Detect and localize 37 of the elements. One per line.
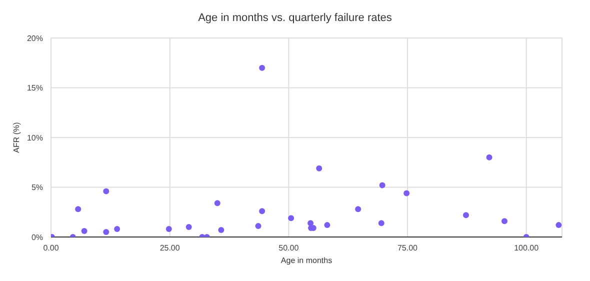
point xyxy=(288,215,294,222)
y-tick-label: 20% xyxy=(26,34,43,43)
y-tick-label: 10% xyxy=(26,133,43,142)
point xyxy=(308,220,314,226)
point xyxy=(404,190,410,196)
x-tick-label: 50.00 xyxy=(278,244,300,253)
point xyxy=(218,227,224,234)
point xyxy=(355,206,362,212)
x-tick-label: 75.00 xyxy=(397,244,418,253)
x-axis-title: Age in months xyxy=(280,256,332,265)
point xyxy=(103,229,110,236)
point xyxy=(259,208,266,214)
point xyxy=(556,222,562,228)
point xyxy=(75,206,82,212)
point xyxy=(259,64,266,71)
point xyxy=(114,226,120,232)
x-tick-label: 25.00 xyxy=(160,244,180,253)
x-tick-label: 100.00 xyxy=(514,244,540,253)
point xyxy=(255,223,262,230)
point xyxy=(379,182,386,188)
point xyxy=(378,220,384,226)
point xyxy=(186,224,192,230)
y-tick-label: 0% xyxy=(31,232,43,242)
y-tick-label: 5% xyxy=(31,183,43,192)
point xyxy=(214,200,220,206)
point xyxy=(462,212,469,218)
point xyxy=(316,165,322,172)
point xyxy=(486,154,492,160)
y-axis-title: AFR (%) xyxy=(12,122,21,153)
point xyxy=(166,226,172,232)
chart-title: Age in months vs. quarterly failure rates xyxy=(197,12,393,24)
point xyxy=(324,222,330,228)
point xyxy=(501,218,508,224)
point xyxy=(81,228,88,234)
y-tick-label: 15% xyxy=(26,84,43,93)
x-tick-label: 0.00 xyxy=(43,244,60,253)
point xyxy=(103,188,110,194)
